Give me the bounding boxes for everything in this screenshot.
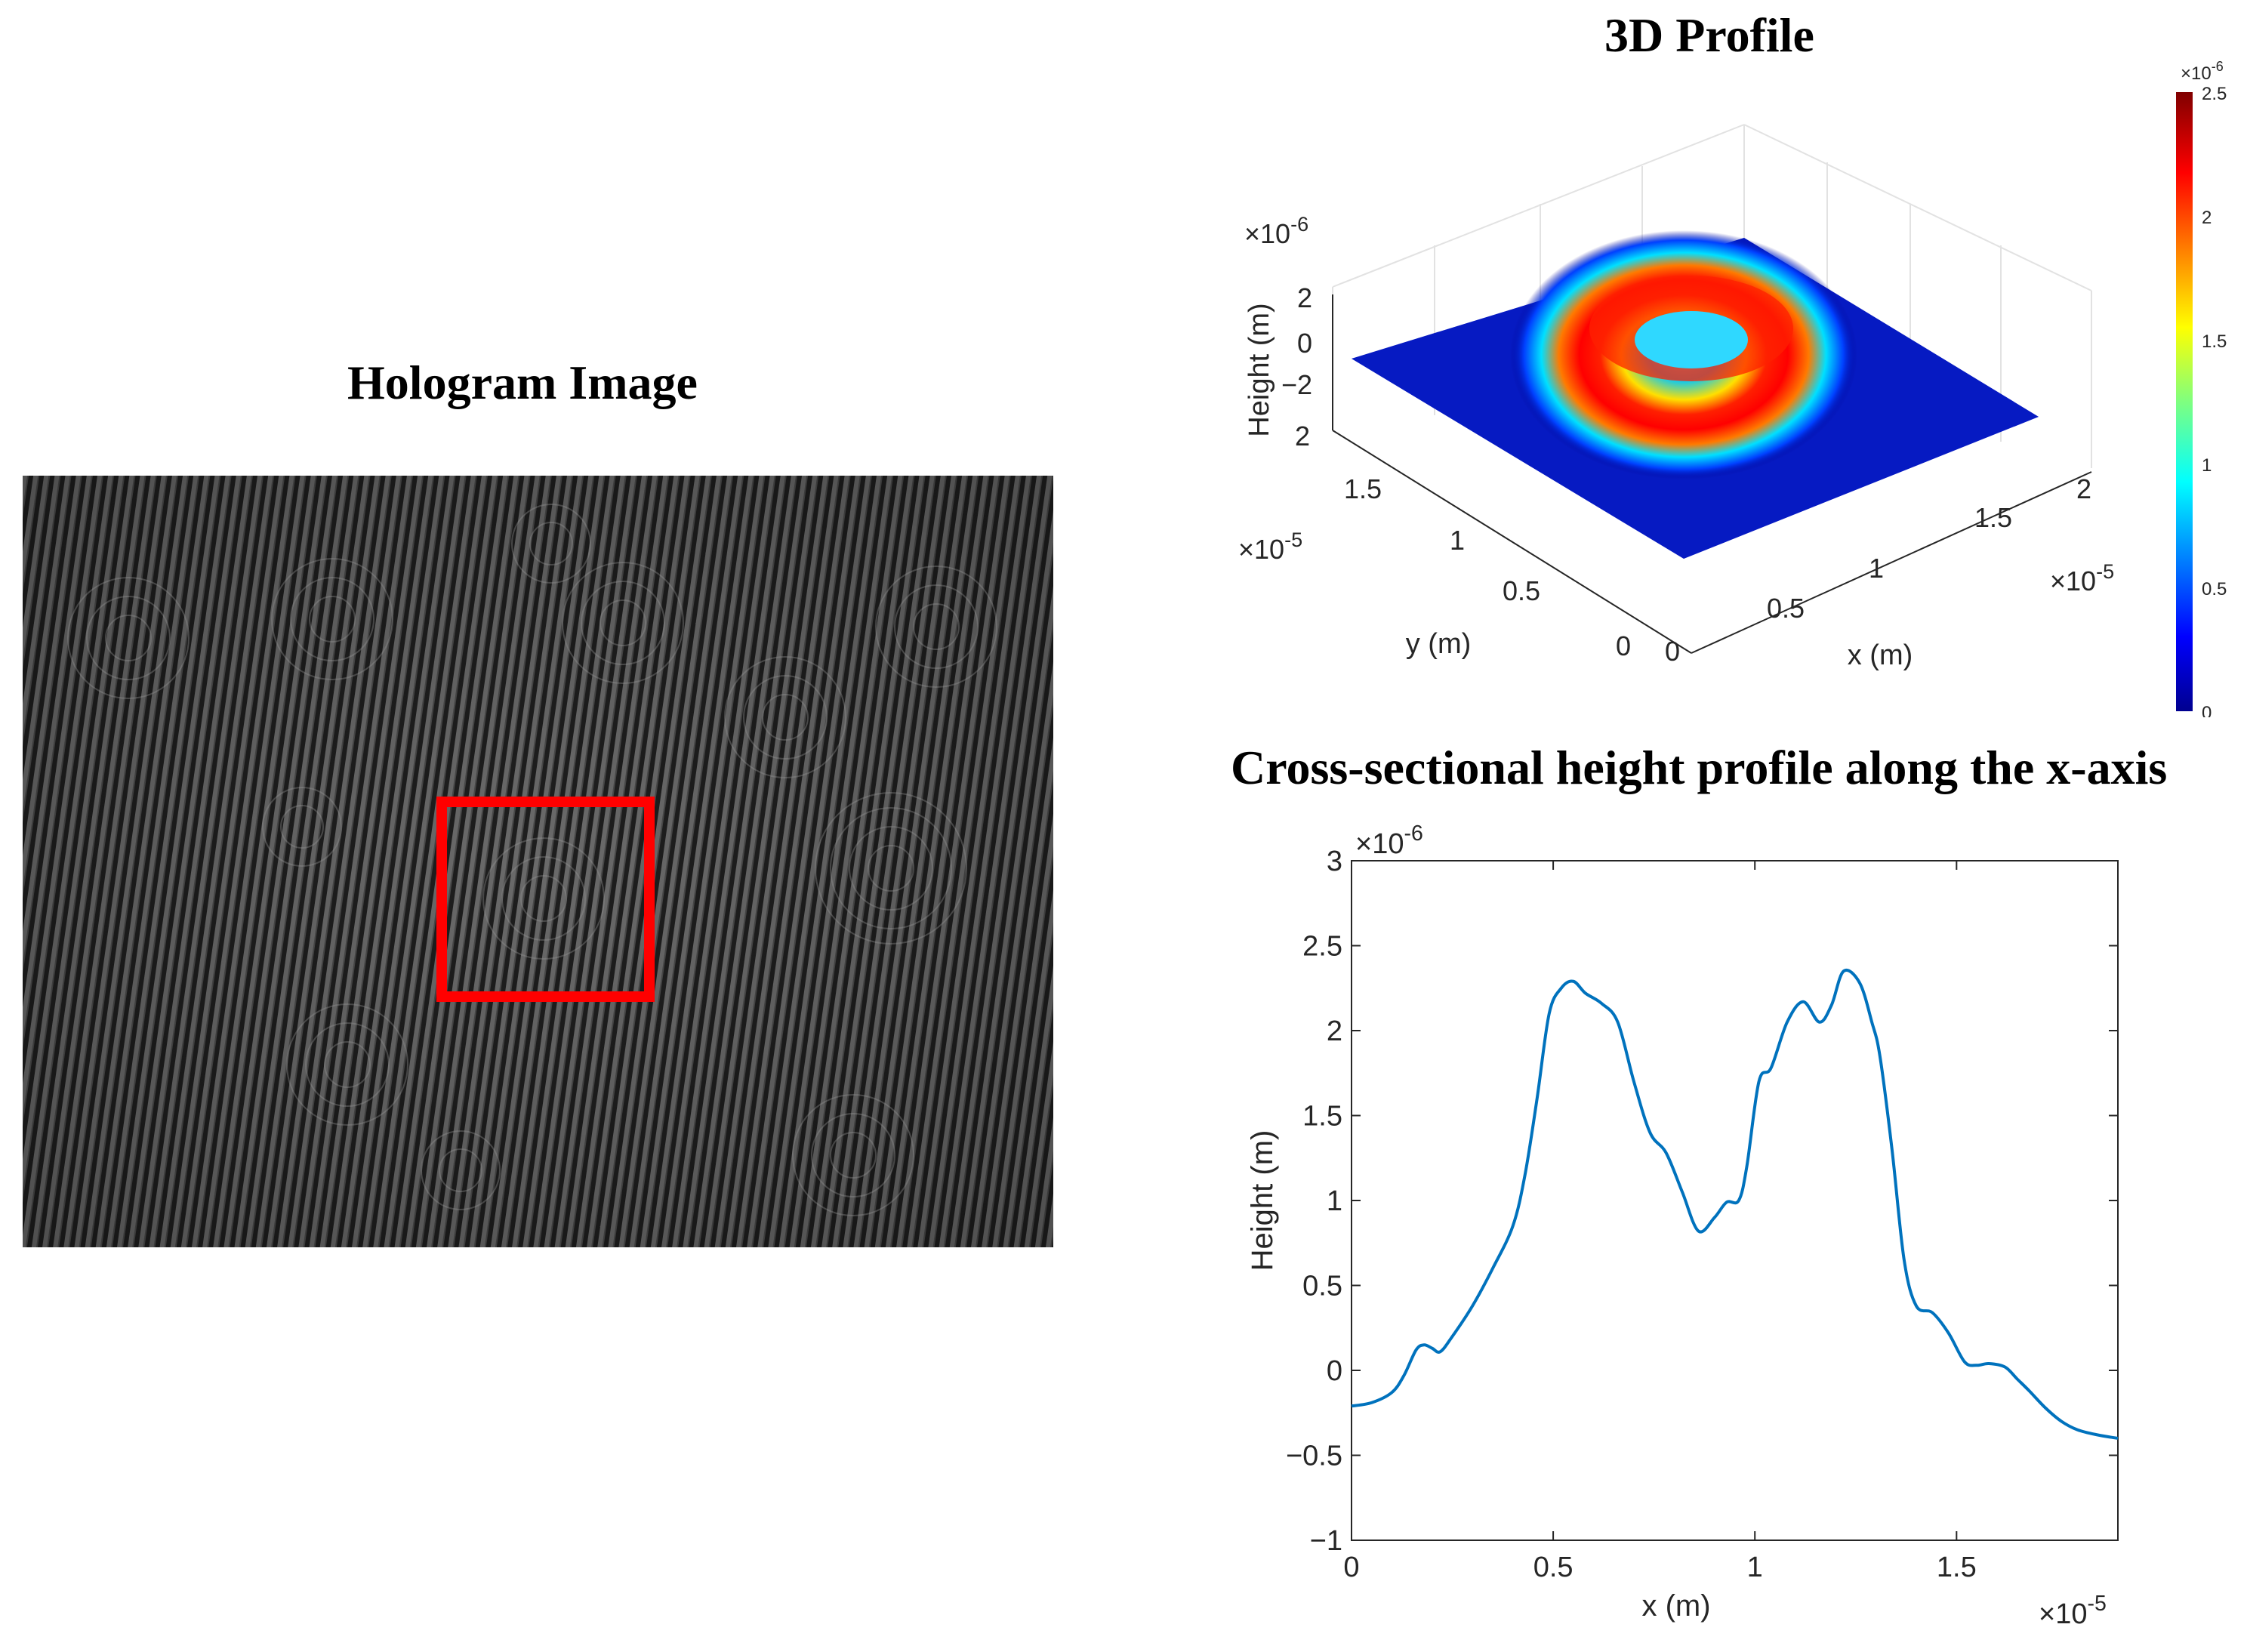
colorbar-tick-label: 1.5 [2202, 331, 2227, 352]
y-exponent-label: ×10-6 [1355, 823, 1423, 860]
y-tick-label: 3 [1327, 846, 1342, 877]
y-tick-label: 1 [1450, 525, 1465, 556]
profile3d-title: 3D Profile [1604, 8, 1814, 62]
x-tick-label: 0.5 [1767, 593, 1805, 624]
x-axis-label: x (m) [1848, 640, 1913, 671]
x-tick-label: 0.5 [1533, 1552, 1574, 1583]
cell-ring [67, 577, 190, 699]
x-exponent-label: ×10-5 [2039, 1592, 2107, 1630]
series-line [1351, 969, 2119, 1440]
cell-ring [482, 837, 605, 960]
colorbar-tick-label: 1 [2202, 455, 2212, 476]
y-tick-label: −1 [1310, 1525, 1342, 1557]
x-tick-label: 2 [2076, 473, 2091, 504]
z-tick-label: −2 [1281, 369, 1312, 400]
y-axis-label: Height (m) [1246, 1130, 1279, 1271]
hologram-image [23, 476, 1053, 1247]
cross-section-chart: −1 −0.5 0 0.5 1 1.5 2 2.5 3 0 0.5 1 1.5 ×10-6 ×10-5 x (… [1246, 823, 2119, 1630]
x-tick-label: 0 [1343, 1552, 1359, 1583]
cell-ring [262, 787, 342, 867]
y-tick-label: 0.5 [1503, 575, 1540, 606]
y-tick-label: 2 [1295, 421, 1310, 452]
profile3d-plot: 2 0 −2 ×10-6 Height (m) 2 1.5 1 0.5 0 ×10-5 y (m) 0 0… [1238, 59, 2227, 717]
cell-ring [271, 558, 393, 680]
y-tick-label: 0 [1327, 1355, 1342, 1387]
x-tick-label: 1 [1869, 553, 1884, 584]
colorbar-tick-label: 0 [2202, 703, 2212, 717]
z-tick-label: 2 [1297, 282, 1312, 313]
x-tick-label: 1.5 [1937, 1552, 1977, 1583]
cell-ring [875, 566, 997, 688]
y-tick-label: 0.5 [1302, 1271, 1342, 1302]
cell-ring [724, 656, 846, 778]
plot-area [1351, 860, 2119, 1541]
hologram-title: Hologram Image [347, 356, 698, 409]
colorbar-tick-label: 0.5 [2202, 579, 2227, 599]
cell-ring [511, 504, 591, 584]
x-tick-label: 1 [1747, 1552, 1763, 1583]
cell-ring [421, 1130, 501, 1210]
colorbar-tick-label: 2 [2202, 208, 2212, 228]
x-tick-label: 1.5 [1974, 502, 2012, 533]
y-tick-label: 2.5 [1302, 931, 1342, 963]
z-exponent-label: ×10-6 [1244, 213, 1308, 249]
z-axis-label: Height (m) [1244, 303, 1275, 436]
cell-ring [562, 562, 684, 684]
x-axis-label: x (m) [1641, 1589, 1710, 1623]
colorbar-exponent-label: ×10-6 [2181, 59, 2224, 84]
y-tick-label: 1.5 [1344, 473, 1382, 504]
cross-section-title: Cross-sectional height profile along the… [1231, 741, 2168, 794]
y-axis-label: y (m) [1406, 628, 1472, 660]
y-tick-label: 0 [1616, 630, 1631, 661]
x-tick-label: 0 [1665, 636, 1680, 667]
x-exponent-label: ×10-5 [2050, 560, 2114, 596]
y-tick-label: 1.5 [1302, 1101, 1342, 1133]
y-tick-label: −0.5 [1286, 1441, 1342, 1472]
cell-ring [815, 792, 967, 945]
y-tick-label: 1 [1327, 1185, 1342, 1217]
colorbar [2176, 92, 2193, 711]
y-tick-label: 2 [1327, 1016, 1342, 1047]
colorbar-tick-label: 2.5 [2202, 84, 2227, 104]
y-exponent-label: ×10-5 [1238, 529, 1302, 565]
cell-ring [792, 1094, 914, 1216]
cell-ring [286, 1003, 408, 1126]
roi-box [436, 797, 655, 1002]
z-tick-label: 0 [1297, 328, 1312, 359]
